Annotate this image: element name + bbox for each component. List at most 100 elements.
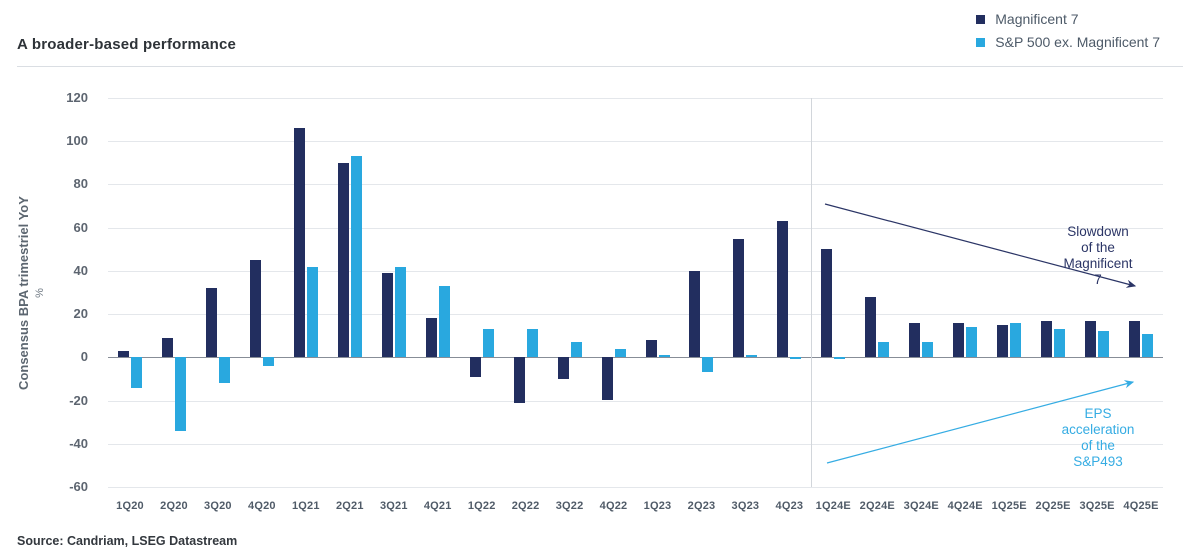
y-tick-label: -40 — [69, 435, 88, 451]
y-tick-label: 60 — [73, 219, 88, 235]
y-tick-label: 80 — [73, 176, 88, 192]
x-tick-label: 4Q24E — [947, 500, 983, 512]
x-tick-label: 4Q20 — [248, 500, 276, 512]
bar-s-p-500-ex-magnificent-7-2q23 — [702, 357, 714, 373]
bar-s-p-500-ex-magnificent-7-3q23 — [746, 355, 758, 358]
gridline — [108, 400, 1163, 402]
bar-magnificent-7-2q20 — [161, 337, 173, 358]
x-tick-label: 1Q20 — [116, 500, 144, 512]
bar-s-p-500-ex-magnificent-7-3q24e — [922, 342, 934, 358]
plot-area: Slowdown of the Magnificent 7 EPS acceler… — [108, 98, 1163, 488]
bar-magnificent-7-1q21 — [293, 128, 305, 358]
y-tick-label: 40 — [73, 262, 88, 278]
legend-item-s-p-500-ex-magnificent-7: S&P 500 ex. Magnificent 7 — [976, 34, 1160, 50]
page-title: A broader-based performance — [17, 36, 237, 53]
bar-s-p-500-ex-magnificent-7-3q25e — [1098, 331, 1110, 358]
x-tick-label: 2Q25E — [1035, 500, 1071, 512]
bar-s-p-500-ex-magnificent-7-4q25e — [1142, 333, 1153, 358]
x-tick-label: 3Q24E — [903, 500, 939, 512]
y-tick-label: 20 — [73, 306, 88, 322]
bar-s-p-500-ex-magnificent-7-2q25e — [1054, 329, 1066, 358]
bar-s-p-500-ex-magnificent-7-4q20 — [262, 357, 274, 366]
legend-label: Magnificent 7 — [995, 11, 1079, 27]
bar-magnificent-7-4q22 — [601, 357, 613, 401]
bar-magnificent-7-2q22 — [513, 357, 525, 403]
bar-magnificent-7-4q20 — [249, 260, 261, 358]
x-tick-label: 4Q23 — [775, 500, 804, 512]
bar-magnificent-7-3q25e — [1085, 320, 1097, 358]
bar-magnificent-7-1q20 — [118, 350, 129, 358]
bar-magnificent-7-2q21 — [337, 162, 349, 358]
bar-magnificent-7-4q23 — [777, 221, 789, 358]
bar-magnificent-7-4q25e — [1129, 320, 1140, 358]
bar-magnificent-7-1q24e — [821, 249, 833, 358]
gridline — [108, 98, 1163, 99]
x-tick-label: 1Q24E — [815, 500, 851, 512]
bar-magnificent-7-1q23 — [645, 340, 657, 358]
x-tick-label: 3Q22 — [555, 500, 584, 512]
x-tick-label: 1Q22 — [467, 500, 496, 512]
gridline — [108, 487, 1163, 488]
slowdown-arrow — [824, 203, 1137, 288]
x-tick-label: 3Q20 — [204, 500, 232, 512]
x-tick-label: 4Q22 — [599, 500, 628, 512]
bar-s-p-500-ex-magnificent-7-4q22 — [614, 348, 626, 358]
gridline — [108, 184, 1163, 186]
bar-s-p-500-ex-magnificent-7-2q24e — [878, 342, 890, 358]
y-axis-title-text: Consensus BPA trimestriel YoY — [16, 195, 31, 390]
bar-s-p-500-ex-magnificent-7-1q21 — [306, 266, 318, 358]
legend-swatch-icon — [976, 14, 986, 24]
x-tick-label: 3Q21 — [379, 500, 408, 512]
bar-magnificent-7-2q23 — [689, 270, 701, 358]
y-axis-ticks: 120 100 80 60 40 20 0 -20 -40 -60 — [40, 90, 96, 494]
legend: Magnificent 7 S&P 500 ex. Magnificent 7 — [976, 11, 1160, 50]
x-tick-label: 1Q21 — [291, 500, 320, 512]
y-tick-label: 0 — [80, 349, 88, 365]
x-tick-label: 4Q25E — [1123, 500, 1159, 512]
bar-s-p-500-ex-magnificent-7-1q25e — [1010, 322, 1022, 358]
gridline — [108, 227, 1163, 229]
bar-s-p-500-ex-magnificent-7-4q24e — [966, 327, 978, 358]
bar-s-p-500-ex-magnificent-7-4q23 — [790, 357, 802, 360]
zero-line — [108, 357, 1163, 359]
bar-s-p-500-ex-magnificent-7-2q21 — [350, 156, 362, 358]
y-tick-label: 120 — [66, 90, 88, 105]
x-tick-label: 2Q23 — [687, 500, 716, 512]
bar-magnificent-7-4q24e — [953, 322, 965, 358]
y-tick-label: -20 — [69, 392, 88, 408]
legend-swatch-icon — [976, 37, 986, 47]
bar-magnificent-7-2q25e — [1041, 320, 1053, 358]
bar-magnificent-7-3q20 — [205, 288, 217, 358]
x-tick-label: 2Q20 — [160, 500, 188, 512]
slowdown-annotation-text: Slowdown of the Magnificent 7 — [1063, 224, 1133, 287]
eps-acceleration-arrow — [826, 380, 1135, 464]
bar-magnificent-7-1q22 — [469, 357, 481, 377]
bar-s-p-500-ex-magnificent-7-3q20 — [218, 357, 230, 384]
x-tick-label: 1Q25E — [991, 500, 1027, 512]
bar-magnificent-7-4q21 — [425, 318, 437, 358]
gridline — [108, 270, 1163, 272]
x-tick-label: 2Q24E — [859, 500, 895, 512]
bar-s-p-500-ex-magnificent-7-2q22 — [526, 329, 538, 358]
bar-s-p-500-ex-magnificent-7-1q22 — [482, 329, 494, 358]
gridline — [108, 443, 1163, 445]
bar-s-p-500-ex-magnificent-7-2q20 — [174, 357, 186, 431]
y-tick-label: 100 — [66, 133, 88, 149]
title-divider — [17, 66, 1183, 67]
eps-acceleration-annotation-text: EPS acceleration of the S&P493 — [1061, 406, 1135, 469]
x-tick-label: 2Q22 — [511, 500, 540, 512]
estimates-separator — [811, 98, 813, 487]
x-tick-label: 3Q25E — [1079, 500, 1115, 512]
bar-s-p-500-ex-magnificent-7-4q21 — [438, 286, 450, 358]
legend-label: S&P 500 ex. Magnificent 7 — [995, 34, 1160, 50]
annotation-arrows — [824, 203, 1137, 464]
y-tick-label: -60 — [69, 479, 88, 494]
bar-s-p-500-ex-magnificent-7-1q20 — [131, 357, 142, 388]
gridline — [108, 141, 1163, 143]
gridline — [108, 314, 1163, 316]
bar-s-p-500-ex-magnificent-7-1q23 — [658, 355, 670, 358]
bar-magnificent-7-3q22 — [557, 357, 569, 379]
bar-magnificent-7-3q23 — [733, 238, 745, 358]
bar-magnificent-7-1q25e — [997, 324, 1009, 358]
